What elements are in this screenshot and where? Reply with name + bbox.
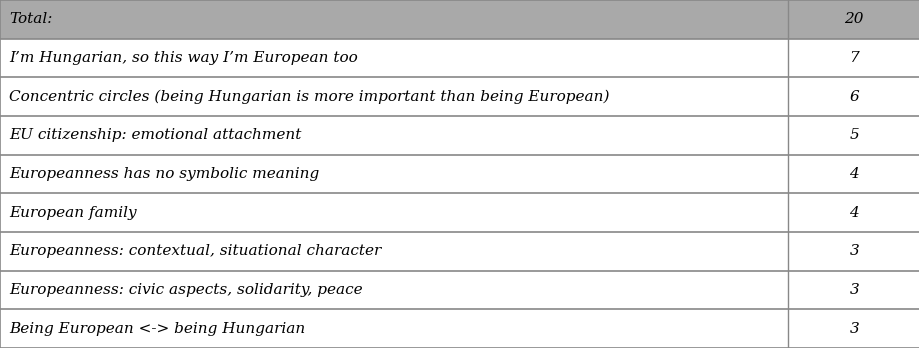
Bar: [0, 77, 788, 116]
Bar: [788, 116, 919, 155]
Text: Being European <-> being Hungarian: Being European <-> being Hungarian: [9, 322, 305, 336]
Text: 7: 7: [848, 51, 858, 65]
Bar: [0, 232, 788, 271]
Bar: [788, 232, 919, 271]
Text: 3: 3: [848, 322, 858, 336]
Bar: [0, 39, 788, 77]
Text: 4: 4: [848, 167, 858, 181]
Bar: [0, 0, 788, 39]
Bar: [788, 309, 919, 348]
Text: Total:: Total:: [9, 12, 52, 26]
Bar: [788, 77, 919, 116]
Text: Europeanness: civic aspects, solidarity, peace: Europeanness: civic aspects, solidarity,…: [9, 283, 362, 297]
Bar: [788, 39, 919, 77]
Text: 3: 3: [848, 244, 858, 258]
Text: 5: 5: [848, 128, 858, 142]
Text: I’m Hungarian, so this way I’m European too: I’m Hungarian, so this way I’m European …: [9, 51, 357, 65]
Text: Concentric circles (being Hungarian is more important than being European): Concentric circles (being Hungarian is m…: [9, 89, 609, 104]
Bar: [788, 155, 919, 193]
Bar: [0, 193, 788, 232]
Text: 3: 3: [848, 283, 858, 297]
Text: Europeanness: contextual, situational character: Europeanness: contextual, situational ch…: [9, 244, 381, 258]
Bar: [788, 271, 919, 309]
Text: EU citizenship: emotional attachment: EU citizenship: emotional attachment: [9, 128, 301, 142]
Text: 6: 6: [848, 90, 858, 104]
Text: 20: 20: [844, 12, 863, 26]
Bar: [0, 116, 788, 155]
Bar: [0, 155, 788, 193]
Bar: [0, 309, 788, 348]
Text: Europeanness has no symbolic meaning: Europeanness has no symbolic meaning: [9, 167, 319, 181]
Text: 4: 4: [848, 206, 858, 220]
Text: European family: European family: [9, 206, 137, 220]
Bar: [788, 193, 919, 232]
Bar: [788, 0, 919, 39]
Bar: [0, 271, 788, 309]
